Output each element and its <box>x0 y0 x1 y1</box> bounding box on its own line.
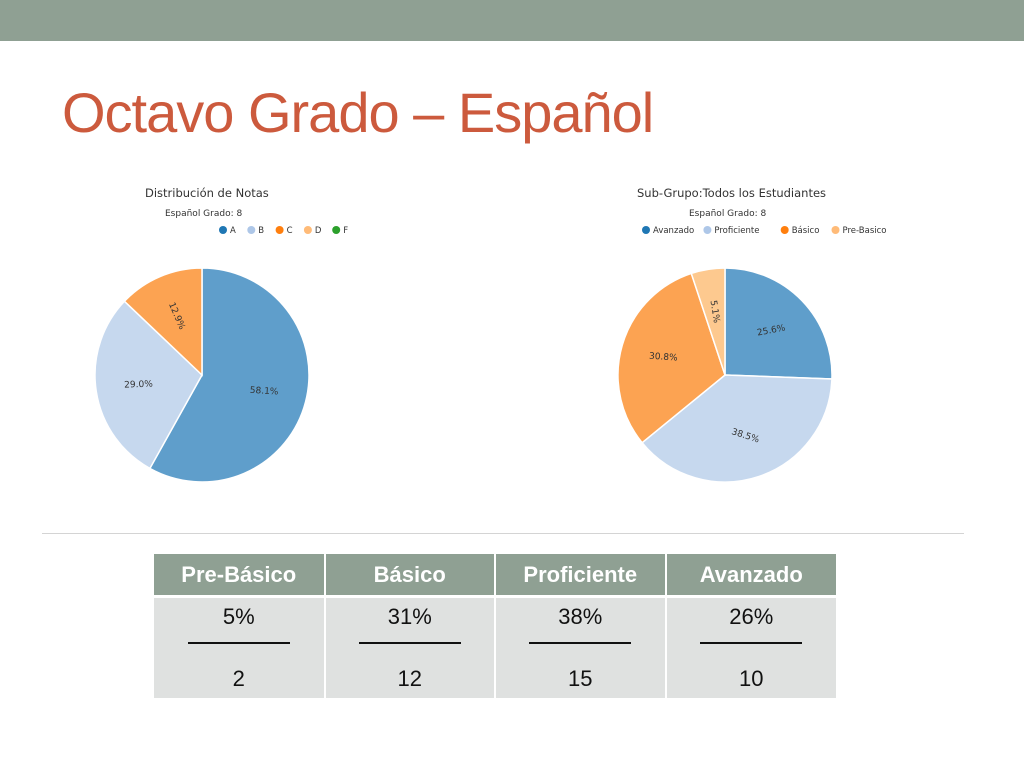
legend-label-basico: Básico <box>792 226 820 236</box>
pie-slice-basico <box>617 272 726 444</box>
table-header-row: Pre-Básico Básico Proficiente Avanzado <box>154 554 836 598</box>
slice-label-basico: 30.8% <box>649 352 679 364</box>
header-basico: Básico <box>324 554 496 598</box>
grade-distribution-chart: Distribución de Notas Español Grado: 8 A B C… <box>94 186 348 483</box>
chart-title: Sub-Grupo:Todos los Estudiantes <box>637 186 826 200</box>
legend-label-avanzado: Avanzado <box>653 226 694 236</box>
legend-label-c: C <box>287 226 293 236</box>
chart-subtitle: Español Grado: 8 <box>689 209 766 219</box>
cell-proficiente: 38% 15 <box>495 596 667 698</box>
header-proficiente: Proficiente <box>495 554 667 598</box>
chart-title: Distribución de Notas <box>145 186 269 200</box>
count-value: 15 <box>568 666 593 691</box>
count-value: 2 <box>232 666 245 691</box>
legend-swatch-avanzado <box>642 226 650 234</box>
pie-slice-a <box>148 267 310 483</box>
header-avanzado: Avanzado <box>665 554 836 598</box>
legend-swatch-a <box>219 226 227 234</box>
divider <box>42 533 964 534</box>
slice-label-a: 58.1% <box>249 386 279 398</box>
performance-table: Pre-Básico Básico Proficiente Avanzado 5… <box>154 554 836 698</box>
legend-label-f: F <box>343 226 348 236</box>
cell-avanzado: 26% 10 <box>665 596 836 698</box>
legend-swatch-proficiente <box>703 226 712 234</box>
cell-basico: 31% 12 <box>324 596 496 698</box>
slice-label-pre-basico: 5.1% <box>708 300 722 325</box>
slide-title: Octavo Grado – Español <box>62 81 654 144</box>
legend-swatch-b <box>247 226 256 234</box>
percent-value: 31% <box>358 604 461 644</box>
pie-slice-b <box>94 300 203 470</box>
subgroup-chart: Sub-Grupo:Todos los Estudiantes Español G… <box>617 186 887 483</box>
table-row: 5% 2 31% 12 38% 15 26% 10 <box>154 596 836 698</box>
fraction: 31% 12 <box>358 604 461 692</box>
header-pre-basico: Pre-Básico <box>154 554 326 598</box>
pie-slice-c <box>123 267 203 377</box>
fraction: 38% 15 <box>529 604 632 692</box>
cell-pre-basico: 5% 2 <box>154 596 326 698</box>
pie-slice-avanzado <box>724 267 833 380</box>
count-value: 12 <box>397 666 422 691</box>
legend-label-proficiente: Proficiente <box>714 226 759 236</box>
slice-label-b: 29.0% <box>124 380 153 391</box>
top-accent-bar <box>0 0 1024 41</box>
percent-value: 26% <box>700 604 803 644</box>
pie-slice-proficiente <box>641 374 833 483</box>
percent-value: 5% <box>187 604 290 644</box>
percent-value: 38% <box>529 604 632 644</box>
fraction: 26% 10 <box>700 604 803 692</box>
legend-swatch-basico <box>780 226 789 234</box>
legend-label-d: D <box>315 226 322 236</box>
legend-label-a: A <box>230 226 236 236</box>
legend-swatch-d <box>303 226 312 234</box>
legend-swatch-pre-basico <box>831 226 840 234</box>
legend-swatch-f <box>332 226 341 234</box>
legend-label-pre-basico: Pre-Basico <box>843 226 887 236</box>
pie-slice-pre-basico <box>690 267 726 376</box>
count-value: 10 <box>739 666 764 691</box>
fraction: 5% 2 <box>187 604 290 692</box>
chart-subtitle: Español Grado: 8 <box>165 209 242 219</box>
legend-swatch-c <box>275 226 284 234</box>
legend-label-b: B <box>258 226 264 236</box>
